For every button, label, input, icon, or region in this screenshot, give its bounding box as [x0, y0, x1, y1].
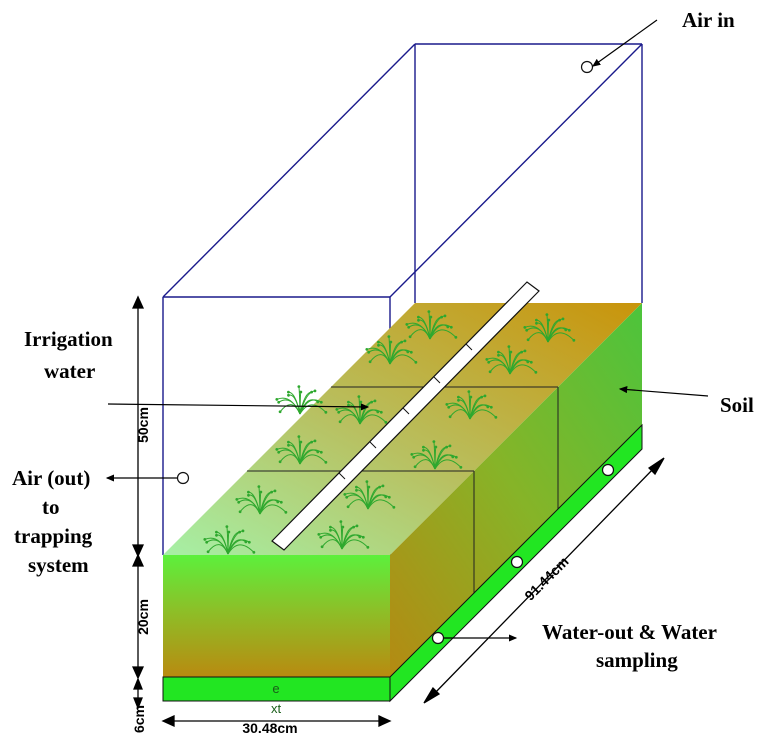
plant-icon: [405, 310, 458, 340]
plant-icon: [343, 480, 396, 510]
plant-icon: [365, 335, 418, 365]
plant-icon: [335, 395, 388, 425]
plant-icon: [523, 313, 576, 343]
air-out-label-1: Air (out): [12, 466, 90, 490]
plant-icon: [485, 345, 538, 375]
plants-group: [203, 310, 576, 555]
soil-front-face: [163, 555, 390, 677]
plant-icon: [317, 520, 370, 550]
base-top-text: e: [272, 681, 279, 696]
plant-icon: [275, 435, 328, 465]
water-out-label-1: Water-out & Water: [542, 620, 717, 644]
irrigation-label-1: Irrigation: [24, 327, 113, 351]
irrigation-pipe: [271, 281, 540, 551]
air-out-port: [176, 471, 190, 485]
base-bottom-text: xt: [271, 701, 282, 716]
plant-icon: [235, 485, 288, 515]
water-port-2: [510, 555, 524, 569]
soil-side-face: [390, 303, 642, 677]
water-port-3: [601, 463, 615, 477]
soil-label: Soil: [720, 393, 754, 417]
plant-icon: [275, 385, 328, 415]
irrigation-label-2: water: [44, 359, 95, 383]
air-out-label-4: system: [28, 553, 89, 577]
width-label: 30.48cm: [242, 720, 297, 736]
air-out-label-3: trapping: [14, 524, 93, 548]
water-port-1: [431, 631, 445, 645]
plant-icon: [203, 525, 256, 555]
irrigation-arrow: [107, 403, 370, 411]
height-base-label: 6cm: [131, 705, 147, 733]
height-chamber-label: 50cm: [135, 407, 151, 443]
plant-icon: [410, 440, 463, 470]
air-in-port: [580, 60, 594, 74]
air-in-arrow: [592, 19, 658, 67]
water-out-label-2: sampling: [596, 648, 678, 672]
soil-arrow: [618, 385, 709, 397]
height-soil-label: 20cm: [135, 599, 151, 635]
air-in-label: Air in: [682, 8, 735, 32]
air-out-label-2: to: [42, 495, 60, 519]
plant-icon: [445, 390, 498, 420]
